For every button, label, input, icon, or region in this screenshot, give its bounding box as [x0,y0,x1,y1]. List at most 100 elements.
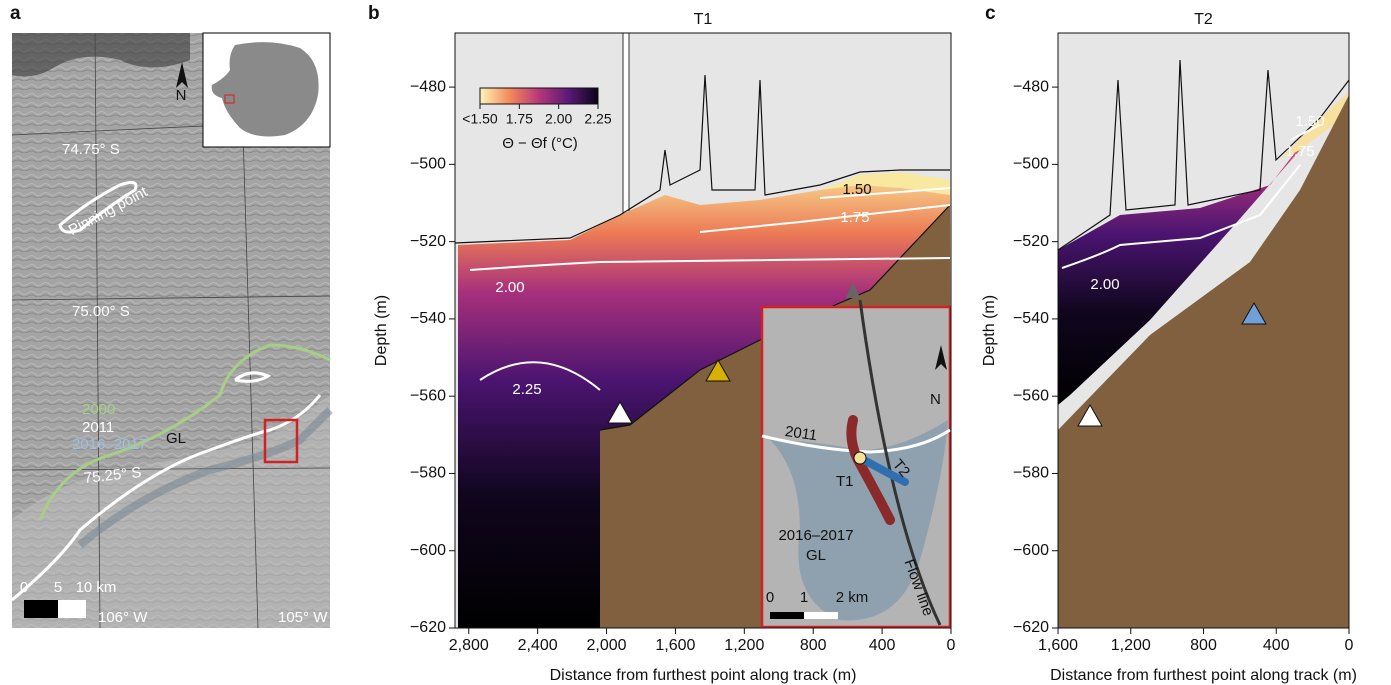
track-origin [853,451,867,465]
contour-label: 1.50 [1295,113,1324,130]
y-tick-label: −540 [1013,310,1049,327]
y-axis-label: Depth (m) [373,295,390,366]
scale-bar [58,600,86,618]
y-tick-label: −520 [1013,233,1049,250]
x-tick-label: 400 [869,637,896,654]
y-tick-label: −600 [410,542,446,559]
scale-bar [770,612,804,619]
colorbar-tick-label: 2.00 [545,111,572,127]
inset-gl-year: 2016–2017 [778,527,853,544]
north-label: N [176,87,187,104]
scale-label: 0 [20,579,28,596]
north-arrow [176,62,188,88]
track-t2 [856,454,909,486]
y-tick-label: −480 [410,78,446,95]
x-axis-label: Distance from furthest point along track… [550,667,857,684]
lat-label: 74.75° S [62,141,120,158]
contour [469,187,951,391]
x-tick-label: 800 [1190,637,1217,654]
x-axis-label: Distance from furthest point along track… [1050,667,1357,684]
x-tick-label: 0 [947,637,956,654]
y-tick-label: −500 [410,156,446,173]
flow-line [858,299,942,626]
x-tick-label: 400 [1263,637,1290,654]
x-tick-label: 800 [800,637,827,654]
gl-2011 [11,371,322,602]
contour-label: 2.25 [512,381,541,398]
gl-year: 2011 [82,419,114,436]
y-tick-label: −560 [1013,387,1049,404]
inset-track: T1 [836,473,854,490]
x-tick-label: 0 [1345,637,1354,654]
plot-frame [454,32,952,629]
chart-title: T2 [1194,11,1213,28]
north-arrow [935,345,947,370]
pinning-point [58,180,138,234]
lon-label: 105° W [278,609,328,626]
gl-area [770,420,948,621]
inset-north: N [930,391,941,408]
scale-label: 5 [54,579,62,596]
gl-year: 2000 [82,401,115,418]
contour [1061,124,1321,269]
ice-base [454,74,951,431]
lon-label: 106° W [98,609,148,626]
section-t2: 2.00 1.75 1.50 [1057,33,1350,628]
scale-label: 2 km [836,589,869,606]
colorbar-tick-label: <1.50 [462,111,498,127]
overview-box [224,94,235,104]
marker [607,400,633,424]
contour-label: 2.00 [1090,276,1119,293]
x-tick-label: 1,200 [1111,637,1151,654]
panel-label: a [10,3,21,24]
contour-label: 1.50 [842,181,871,198]
y-tick-label: −520 [410,233,446,250]
panel-label: c [985,3,996,24]
section-t1: 2.25 2.00 1.75 1.50 Θ − Θf (°C) N 2011 T… [454,32,952,629]
contour-label: 1.75 [840,209,869,226]
x-tick-label: 2,400 [518,637,558,654]
lat-label: 75.00° S [72,303,130,320]
water-fill [1058,95,1349,405]
map-light-area [12,395,330,628]
seabed [1058,95,1349,628]
marker [1241,301,1267,325]
y-tick-label: −620 [410,619,446,636]
gl-label: GL [166,430,186,447]
lat-label: 75.25° S [83,464,142,487]
y-tick-label: −620 [1013,619,1049,636]
marker [1077,403,1103,427]
x-tick-label: 1,200 [724,637,764,654]
scale-label: 1 [800,589,808,606]
study-box [263,418,299,464]
gl-2016-2017 [77,407,333,549]
y-tick-label: −560 [410,387,446,404]
chart-title: T1 [694,11,713,28]
y-axis-label: Depth (m) [981,295,998,366]
x-tick-label: 1,600 [1038,637,1078,654]
inset-gl: GL [806,547,826,564]
scale-bar [804,612,838,619]
map-dark-area [12,33,190,77]
gl-year: 2016–2017 [72,436,147,453]
water-warm [1280,92,1349,160]
x-tick-label: 2,800 [449,637,489,654]
scale-bar [24,600,58,618]
y-tick-label: −500 [1013,156,1049,173]
contour-label: 1.75 [1285,143,1314,160]
ice-base [1057,59,1350,251]
colorbar-label: Θ − Θf (°C) [502,135,578,152]
water-fill [458,180,950,628]
scale-label: 10 km [76,579,117,596]
contour-label: 2.00 [495,279,524,296]
inset-gl-year: 2011 [784,423,818,444]
marker [705,358,731,382]
y-tick-label: −540 [410,310,446,327]
gl-2000 [38,343,331,521]
colorbar-tick-label: 2.25 [584,111,611,127]
y-tick-label: −600 [1013,542,1049,559]
flow-arrow [846,282,860,298]
gl-2011 [761,428,951,454]
y-tick-label: −480 [1013,78,1049,95]
scale-label: 0 [766,589,774,606]
